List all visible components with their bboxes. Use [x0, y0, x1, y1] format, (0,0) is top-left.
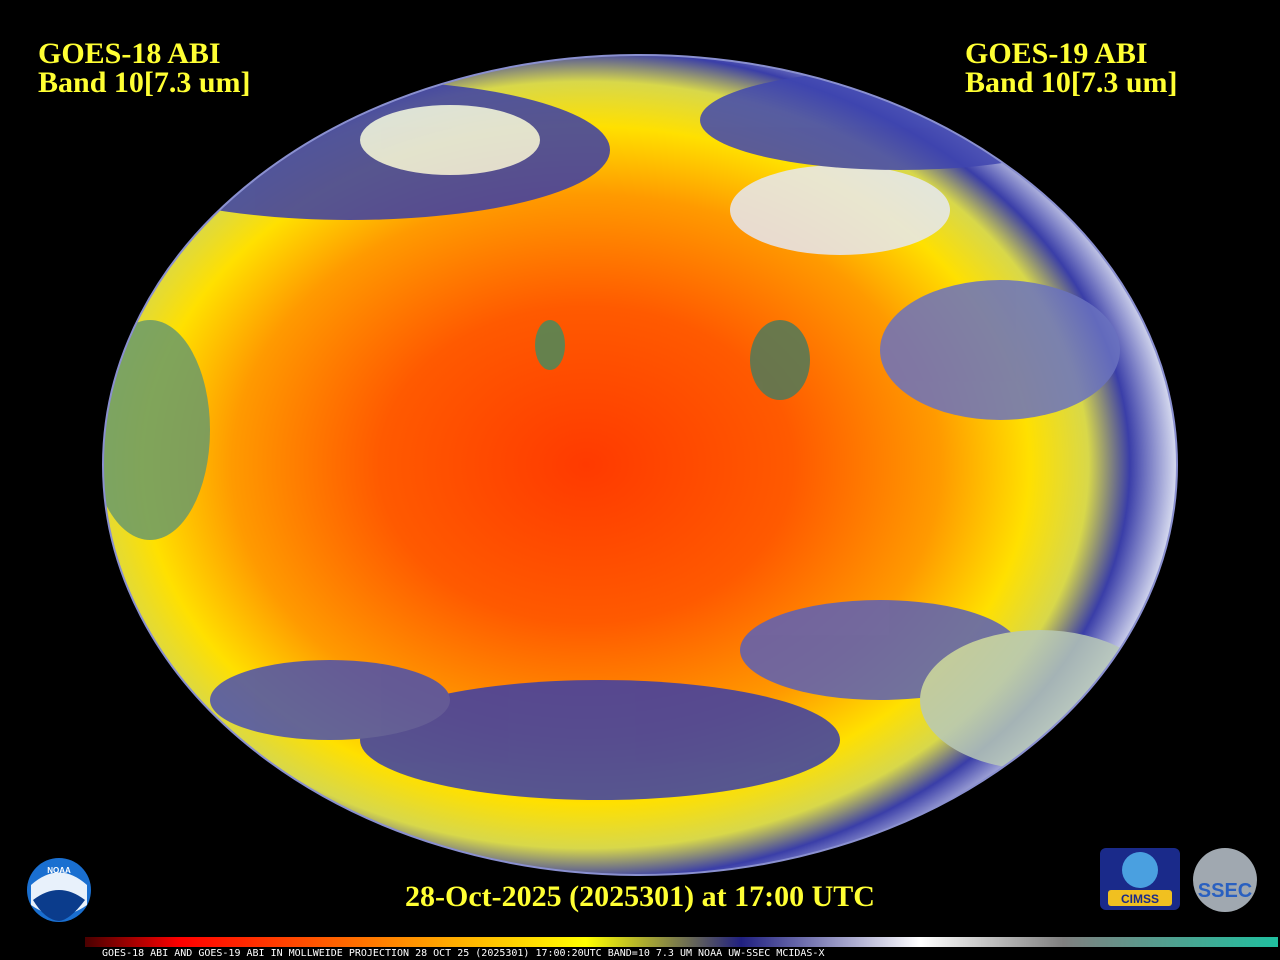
globe-edge: [102, 54, 1178, 876]
left-satellite: GOES-18 ABI: [38, 37, 221, 70]
cimss-logo: CIMSS: [1100, 848, 1180, 910]
noaa-text: NOAA: [47, 866, 71, 875]
ssec-logo: SSEC: [1193, 848, 1257, 912]
timestamp: 28-Oct-2025 (2025301) at 17:00 UTC: [405, 880, 875, 913]
noaa-logo: NOAA: [27, 858, 91, 922]
cimss-text: CIMSS: [1121, 892, 1159, 906]
left-band: Band 10[7.3 um]: [38, 66, 251, 99]
color-bar-caption: GOES-18 ABI AND GOES-19 ABI IN MOLLWEIDE…: [102, 948, 824, 959]
right-band: Band 10[7.3 um]: [965, 66, 1178, 99]
ssec-text: SSEC: [1198, 880, 1252, 902]
color-bar: [85, 937, 1278, 947]
right-satellite: GOES-19 ABI: [965, 37, 1148, 70]
